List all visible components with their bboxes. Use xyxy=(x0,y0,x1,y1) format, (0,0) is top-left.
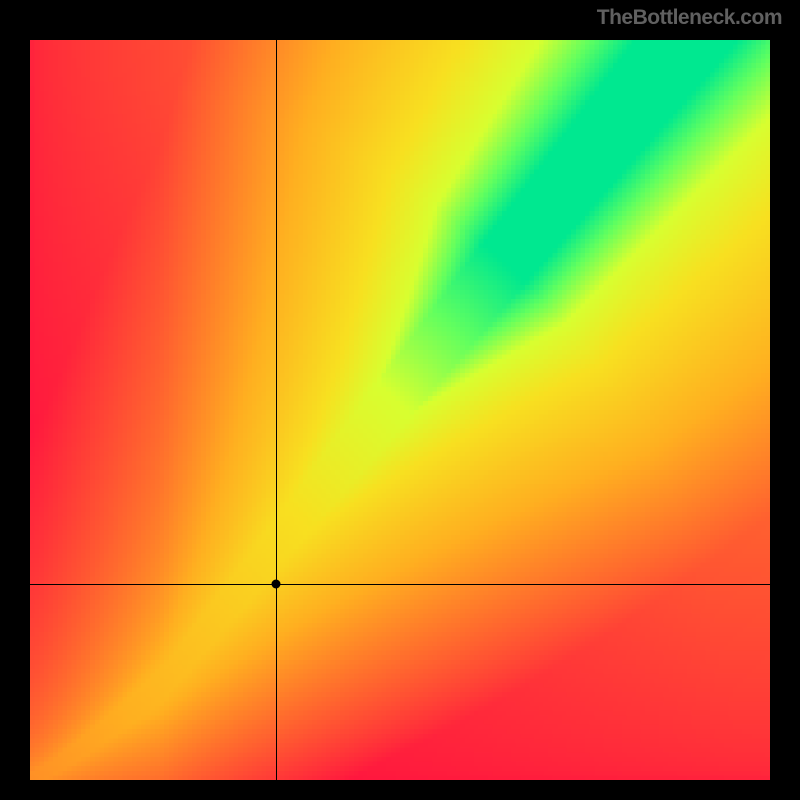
bottleneck-heatmap xyxy=(30,40,770,780)
watermark-text: TheBottleneck.com xyxy=(597,6,782,30)
heatmap-canvas xyxy=(30,40,770,780)
crosshair-marker xyxy=(272,579,281,588)
crosshair-horizontal xyxy=(30,584,770,585)
crosshair-vertical xyxy=(276,40,277,780)
